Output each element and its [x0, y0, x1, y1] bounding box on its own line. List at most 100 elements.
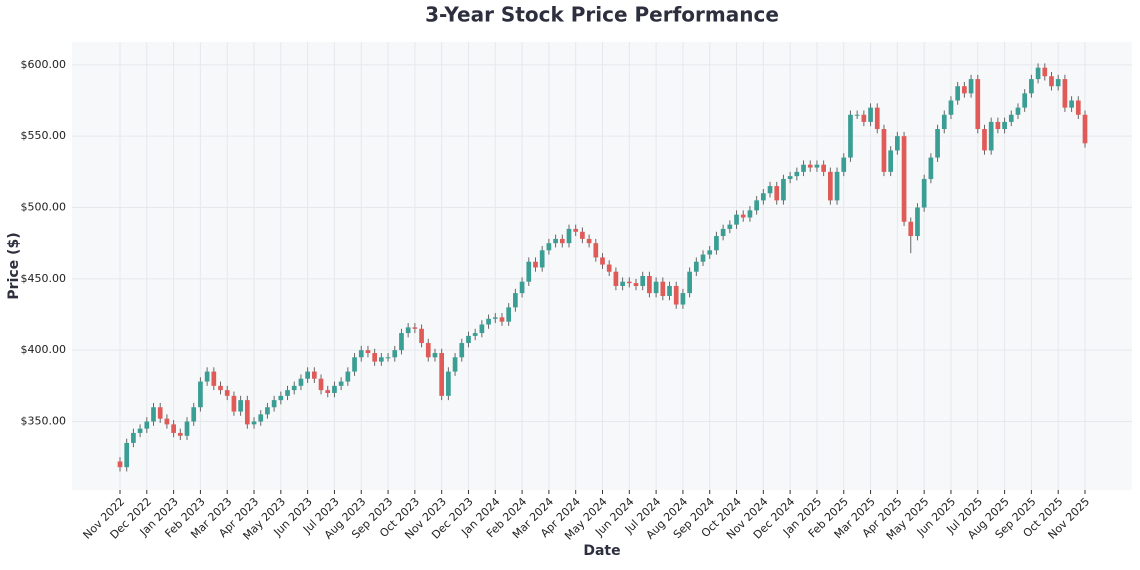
- candle-body: [995, 121, 1001, 130]
- candle-body: [325, 390, 331, 393]
- candle-body: [714, 236, 719, 251]
- candle-body: [1075, 100, 1081, 115]
- y-tick-label: $400.00: [21, 343, 67, 356]
- candle-body: [874, 107, 880, 130]
- candle-body: [881, 129, 887, 172]
- candle-body: [593, 243, 599, 258]
- candle-body: [647, 275, 652, 294]
- candle-body: [177, 432, 183, 436]
- candle-body: [975, 79, 981, 130]
- candle-body: [814, 164, 820, 168]
- candle-body: [955, 86, 961, 101]
- candle-body: [439, 353, 445, 396]
- candle-body: [131, 432, 136, 443]
- candle-body: [573, 228, 579, 232]
- candle-body: [164, 418, 170, 425]
- candle-body: [231, 395, 237, 412]
- candle-body: [801, 164, 806, 172]
- candle-body: [747, 210, 753, 218]
- candle-body: [653, 281, 659, 294]
- y-tick-label: $350.00: [21, 415, 67, 428]
- candle-body: [1042, 67, 1048, 77]
- candle-body: [1002, 121, 1007, 130]
- candle-body: [258, 414, 264, 422]
- candle-body: [385, 357, 391, 359]
- candle-body: [419, 328, 424, 344]
- candle-body: [452, 357, 458, 372]
- candle-body: [915, 207, 920, 237]
- candle-body: [238, 400, 243, 412]
- candle-body: [680, 293, 686, 305]
- candle-body: [767, 186, 773, 194]
- candle-body: [794, 171, 800, 177]
- chart-title: 3-Year Stock Price Performance: [425, 3, 779, 27]
- candle-body: [781, 178, 786, 201]
- candle-body: [1069, 100, 1074, 108]
- candle-body: [372, 353, 377, 362]
- candle-body: [1049, 76, 1054, 87]
- candle-body: [486, 318, 491, 325]
- candle-body: [117, 461, 123, 468]
- y-tick-label: $600.00: [21, 58, 67, 71]
- candle-body: [606, 264, 612, 272]
- candle-body: [620, 281, 625, 286]
- candle-body: [271, 400, 277, 408]
- candle-body: [740, 214, 746, 218]
- candle-body: [841, 157, 847, 172]
- candle-body: [526, 261, 532, 282]
- candle-body: [405, 327, 411, 334]
- candle-body: [298, 378, 304, 386]
- candle-body: [124, 442, 130, 468]
- candle-body: [513, 293, 518, 308]
- candle-body: [1082, 114, 1088, 144]
- y-axis-label: Price ($): [6, 232, 22, 299]
- candle-body: [566, 228, 572, 244]
- candle-body: [760, 193, 766, 201]
- candle-body: [472, 333, 478, 336]
- candle-body: [901, 136, 907, 222]
- candle-body: [285, 390, 290, 396]
- candle-body: [687, 271, 692, 294]
- candle-body: [446, 371, 451, 396]
- y-tick-label: $500.00: [21, 201, 67, 214]
- candle-body: [318, 378, 324, 391]
- candle-body: [848, 114, 853, 158]
- candle-body: [700, 254, 706, 262]
- candle-body: [546, 243, 552, 251]
- candle-body: [399, 333, 404, 351]
- candle-body: [1035, 67, 1041, 80]
- candle-body: [291, 385, 297, 391]
- candle-body: [895, 136, 900, 151]
- candle-body: [580, 231, 585, 239]
- candle-body: [305, 371, 310, 379]
- candle-body: [968, 79, 974, 94]
- candle-body: [888, 150, 894, 172]
- candle-body: [151, 407, 156, 422]
- candle-body: [868, 107, 873, 122]
- candle-body: [988, 121, 994, 151]
- candle-body: [499, 317, 505, 322]
- candle-body: [626, 281, 632, 284]
- candle-body: [224, 390, 230, 396]
- candle-body: [861, 114, 867, 122]
- candle-body: [613, 271, 619, 286]
- candle-body: [660, 281, 666, 296]
- candle-body: [935, 129, 940, 158]
- candle-body: [198, 381, 203, 408]
- candle-body: [191, 407, 197, 422]
- candle-body: [432, 353, 438, 358]
- candle-body: [828, 171, 833, 201]
- candle-body: [311, 371, 317, 379]
- y-tick-label: $550.00: [21, 129, 67, 142]
- candle-body: [218, 385, 223, 391]
- candle-body: [539, 250, 545, 268]
- candle-body: [358, 350, 364, 358]
- candle-body: [392, 350, 398, 358]
- candle-body: [982, 129, 987, 151]
- candle-body: [157, 407, 163, 419]
- candle-body: [553, 238, 558, 244]
- candle-body: [184, 421, 190, 436]
- candle-body: [921, 178, 927, 208]
- candle-body: [928, 157, 934, 179]
